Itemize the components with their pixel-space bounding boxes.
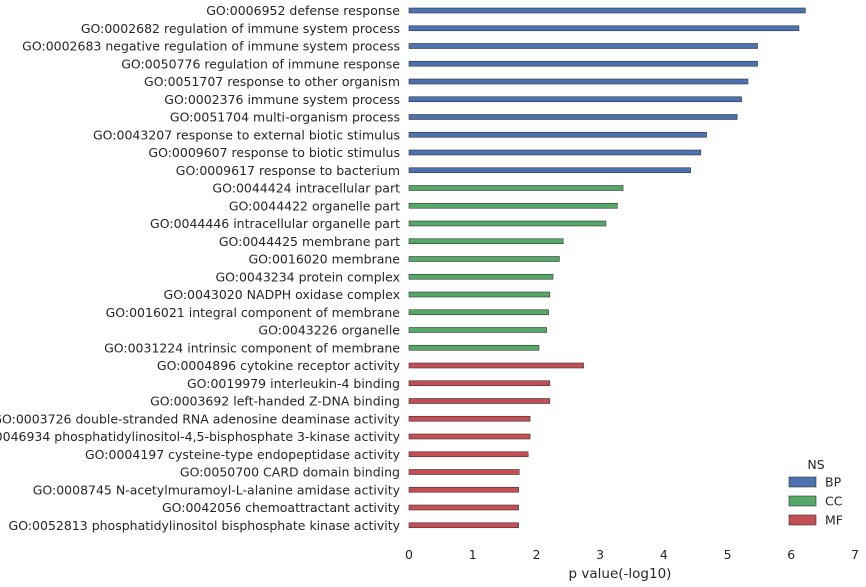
category-label-17: GO:0043020 NADPH oxidase complex	[164, 287, 400, 302]
bar-1	[408, 7, 806, 14]
category-label-9: GO:0009607 response to biotic stimulus	[148, 145, 400, 160]
x-tick-label-0: 0	[405, 547, 413, 562]
bar-13	[408, 220, 607, 227]
bar-3	[408, 43, 758, 49]
bar-19	[408, 327, 547, 333]
legend-swatch-bp	[788, 476, 817, 488]
x-tick-label-4: 4	[660, 547, 668, 562]
bar-4	[408, 60, 758, 67]
x-tick-label-1: 1	[469, 547, 477, 562]
category-label-10: GO:0009617 response to bacterium	[176, 163, 400, 178]
bar-15	[408, 256, 560, 262]
legend: NS BP CC MF	[788, 457, 843, 528]
legend-label-mf: MF	[825, 513, 843, 528]
x-tick-label-5: 5	[724, 547, 732, 562]
category-label-23: GO:0003692 left-handed Z-DNA binding	[150, 394, 400, 409]
category-label-24: GO:0003726 double-stranded RNA adenosine…	[0, 411, 401, 426]
category-label-13: GO:0044446 intracellular organelle part	[150, 216, 400, 231]
category-label-18: GO:0016021 integral component of membran…	[106, 305, 401, 320]
x-tick-label-7: 7	[851, 547, 859, 562]
category-label-11: GO:0044424 intracellular part	[212, 181, 400, 196]
category-label-29: GO:0042056 chemoattractant activity	[162, 500, 401, 515]
category-label-3: GO:0002683 negative regulation of immune…	[22, 39, 400, 54]
category-label-4: GO:0050776 regulation of immune response	[121, 56, 400, 71]
bar-25	[408, 433, 531, 440]
bar-16	[408, 273, 554, 280]
bar-11	[408, 185, 624, 191]
x-axis-ticks: 0 1 2 3 4 5 6 7	[405, 547, 859, 562]
x-tick-label-6: 6	[787, 547, 795, 562]
bar-6	[408, 96, 742, 103]
legend-label-cc: CC	[825, 494, 843, 509]
category-label-26: GO:0004197 cysteine-type endopeptidase a…	[85, 447, 401, 462]
bar-8	[408, 131, 707, 138]
category-label-30: GO:0052813 phosphatidylinositol bisphosp…	[9, 518, 401, 533]
bar-17	[408, 291, 551, 298]
bar-29	[408, 504, 519, 511]
category-label-14: GO:0044425 membrane part	[219, 234, 400, 249]
category-label-28: GO:0008745 N-acetylmuramoyl-L-alanine am…	[33, 482, 401, 497]
category-label-19: GO:0043226 organelle	[258, 323, 400, 338]
bar-28	[408, 486, 519, 493]
bar-7	[408, 114, 738, 120]
category-label-2: GO:0002682 regulation of immune system p…	[81, 21, 400, 36]
category-label-7: GO:0051704 multi-organism process	[170, 110, 400, 125]
category-label-8: GO:0043207 response to external biotic s…	[93, 127, 400, 142]
category-label-22: GO:0019979 interleukin-4 binding	[187, 376, 400, 391]
legend-label-bp: BP	[825, 475, 842, 490]
legend-swatch-mf	[788, 514, 817, 526]
category-label-6: GO:0002376 immune system process	[164, 92, 400, 107]
bar-5	[408, 78, 749, 85]
x-tick-label-2: 2	[532, 547, 540, 562]
bar-24	[408, 415, 531, 422]
legend-swatch-cc	[788, 495, 817, 507]
bar-12	[408, 202, 618, 209]
bar-26	[408, 451, 529, 458]
bar-9	[408, 149, 702, 156]
bar-20	[408, 344, 540, 351]
category-label-16: GO:0043234 protein complex	[215, 269, 400, 284]
legend-title: NS	[807, 457, 824, 472]
bar-22	[408, 380, 551, 387]
category-label-12: GO:0044422 organelle part	[229, 198, 400, 213]
category-label-20: GO:0031224 intrinsic component of membra…	[104, 340, 400, 355]
bar-10	[408, 167, 691, 174]
bar-14	[408, 238, 564, 245]
x-tick-label-3: 3	[596, 547, 604, 562]
bar-30	[408, 522, 519, 529]
category-label-1: GO:0006952 defense response	[206, 3, 400, 18]
x-axis-title: p value(-log10)	[569, 566, 672, 582]
category-label-5: GO:0051707 response to other organism	[144, 74, 400, 89]
bar-18	[408, 309, 549, 316]
category-label-27: GO:0050700 CARD domain binding	[180, 465, 400, 480]
category-labels: GO:0006952 defense response GO:0002682 re…	[0, 3, 401, 533]
bar-21	[408, 362, 584, 369]
bar-23	[408, 398, 551, 404]
bars-layer	[408, 7, 806, 529]
category-label-25: GO:0046934 phosphatidylinositol-4,5-bisp…	[0, 429, 401, 444]
bar-27	[408, 469, 520, 475]
category-label-15: GO:0016020 membrane	[248, 252, 400, 267]
bar-2	[408, 25, 800, 32]
category-label-21: GO:0004896 cytokine receptor activity	[157, 358, 401, 373]
